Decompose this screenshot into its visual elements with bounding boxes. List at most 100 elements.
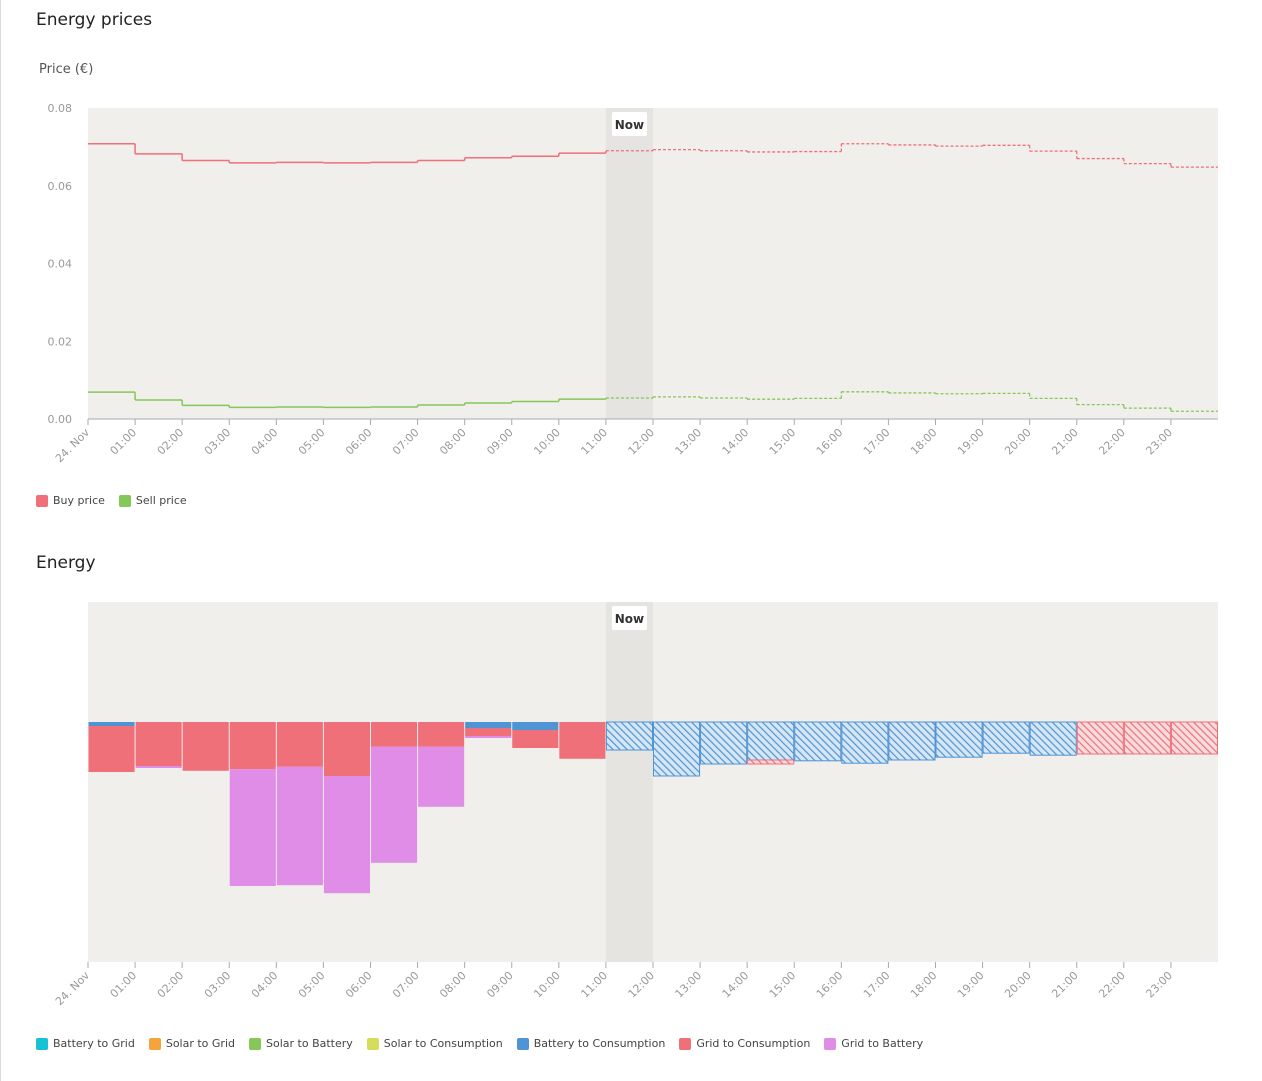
energy-x-tick-label: 15:00: [767, 969, 799, 1001]
price-x-tick-label: 21:00: [1049, 426, 1081, 458]
energy-bar-grid-to-battery: [229, 769, 276, 886]
price-x-tick-label: 08:00: [437, 426, 469, 458]
energy-bar-battery-to-consumption: [794, 721, 842, 762]
energy-x-tick-label: 20:00: [1002, 969, 1034, 1001]
price-x-tick-label: 19:00: [955, 426, 987, 458]
legend-label: Solar to Consumption: [383, 1037, 503, 1050]
price-x-tick-label: 18:00: [908, 426, 940, 458]
energy-bar-grid-to-consumption: [559, 722, 606, 759]
legend-item-solar-to-grid[interactable]: Solar to Grid: [148, 1037, 235, 1050]
energy-bar-grid-to-consumption: [1076, 721, 1124, 755]
energy-bar-battery-to-consumption: [747, 721, 795, 761]
legend-item-grid-to-consumption[interactable]: Grid to Consumption: [679, 1037, 810, 1050]
energy-bar-grid-to-battery: [465, 736, 512, 738]
energy-bar-battery-to-consumption: [1029, 721, 1077, 756]
prices-title: Energy prices: [36, 10, 153, 30]
price-y-tick-label: 0.04: [48, 258, 73, 271]
energy-bar-grid-to-consumption: [135, 722, 182, 766]
energy-x-tick-label: 03:00: [202, 969, 234, 1001]
energy-bar-grid-to-consumption: [465, 728, 512, 736]
energy-bar-grid-to-consumption: [1170, 721, 1218, 755]
price-x-tick-label: 11:00: [578, 426, 610, 458]
legend-label: Sell price: [135, 494, 187, 507]
energy-bar-battery-to-consumption: [653, 721, 701, 777]
energy-bar-grid-to-consumption: [323, 722, 370, 776]
energy-bar-battery-to-consumption: [888, 721, 936, 761]
sell-price-line-actual: [88, 391, 607, 409]
energy-x-tick-label: 01:00: [108, 969, 140, 1001]
energy-x-tick-label: 22:00: [1096, 969, 1128, 1001]
legend-item-solar-to-battery[interactable]: Solar to Battery: [249, 1037, 353, 1050]
legend-label: Grid to Battery: [841, 1037, 924, 1050]
energy-x-tick-label: 19:00: [955, 969, 987, 1001]
legend-item-solar-to-consumption[interactable]: Solar to Consumption: [366, 1037, 503, 1050]
price-x-tick-label: 22:00: [1096, 426, 1128, 458]
legend-swatch: [516, 1037, 529, 1050]
energy-x-tick-label: 04:00: [249, 969, 281, 1001]
energy-bar-grid-to-battery: [418, 746, 465, 807]
price-x-tick-label: 04:00: [249, 426, 281, 458]
legend-swatch: [36, 494, 48, 507]
energy-bar-grid-to-battery: [276, 766, 323, 886]
page-left-border: [0, 0, 1, 1081]
energy-x-tick-label: 11:00: [578, 969, 610, 1001]
energy-x-tick-label: 08:00: [437, 969, 469, 1001]
energy-bar-grid-to-consumption: [1123, 721, 1171, 755]
price-x-tick-label: 20:00: [1002, 426, 1034, 458]
legend-swatch: [118, 494, 131, 507]
price-y-tick-label: 0.08: [48, 102, 73, 115]
energy-bar-grid-to-consumption: [88, 726, 135, 772]
price-now-label-box: [611, 112, 647, 136]
legend-item-battery-to-consumption[interactable]: Battery to Consumption: [516, 1037, 665, 1050]
price-x-tick-label: 05:00: [296, 426, 328, 458]
energy-bar-grid-to-battery: [371, 746, 418, 863]
legend-item-grid-to-battery[interactable]: Grid to Battery: [824, 1037, 923, 1050]
energy-bar-battery-to-consumption: [982, 721, 1030, 754]
legend-swatch: [36, 1037, 48, 1050]
energy-x-tick-label: 21:00: [1049, 969, 1081, 1001]
energy-now-label-box: [611, 606, 647, 630]
energy-bar-battery-to-consumption: [935, 721, 983, 758]
energy-legend: Battery to Grid Solar to Grid Solar to Bat…: [36, 1037, 937, 1050]
energy-chart[interactable]: Now 24. Nov 01:00 02:00 03:00 04:00 05:00 06:00…: [0, 590, 1262, 1020]
energy-bar-grid-to-consumption: [371, 722, 418, 747]
legend-item-battery-to-grid[interactable]: Battery to Grid: [36, 1037, 135, 1050]
price-x-tick-label: 02:00: [155, 426, 187, 458]
energy-bar-battery-to-consumption: [841, 721, 889, 764]
energy-now-label: Now: [615, 612, 644, 626]
energy-bar-battery-to-consumption: [700, 721, 748, 765]
energy-bar-battery-to-consumption: [88, 722, 135, 726]
price-x-tick-label: 14:00: [720, 426, 752, 458]
price-x-tick-label: 16:00: [814, 426, 846, 458]
energy-bar-grid-to-consumption: [229, 722, 276, 770]
price-x-tick-label: 01:00: [108, 426, 140, 458]
energy-x-tick-label: 10:00: [531, 969, 563, 1001]
legend-item-sell-price[interactable]: Sell price: [118, 494, 187, 507]
energy-x-tick-label: 14:00: [720, 969, 752, 1001]
energy-bar-grid-to-battery: [135, 766, 182, 768]
energy-title: Energy: [36, 553, 96, 573]
energy-bar-battery-to-consumption: [605, 721, 654, 751]
buy-price-line-forecast: [605, 143, 1218, 168]
energy-x-tick-label: 18:00: [908, 969, 940, 1001]
energy-bar-grid-to-consumption: [418, 722, 465, 747]
price-x-tick-label: 06:00: [343, 426, 375, 458]
legend-label: Battery to Grid: [53, 1037, 135, 1050]
price-x-tick-label: 13:00: [673, 426, 705, 458]
energy-bar-grid-to-consumption: [276, 722, 323, 767]
price-x-tick-label: 10:00: [531, 426, 563, 458]
legend-swatch: [366, 1037, 379, 1050]
energy-x-tick-label: 06:00: [343, 969, 375, 1001]
sell-price-line-forecast: [605, 391, 1218, 412]
legend-swatch: [679, 1037, 692, 1050]
energy-bar-grid-to-consumption: [747, 759, 795, 765]
energy-bar-battery-to-consumption: [465, 722, 512, 728]
legend-item-buy-price[interactable]: Buy price: [36, 494, 105, 507]
legend-swatch: [249, 1037, 261, 1050]
energy-bar-battery-to-consumption: [512, 722, 559, 730]
energy-x-tick-label: 17:00: [861, 969, 893, 1001]
energy-x-tick-label: 05:00: [296, 969, 328, 1001]
price-x-tick-label: 17:00: [861, 426, 893, 458]
legend-label: Solar to Grid: [165, 1037, 235, 1050]
